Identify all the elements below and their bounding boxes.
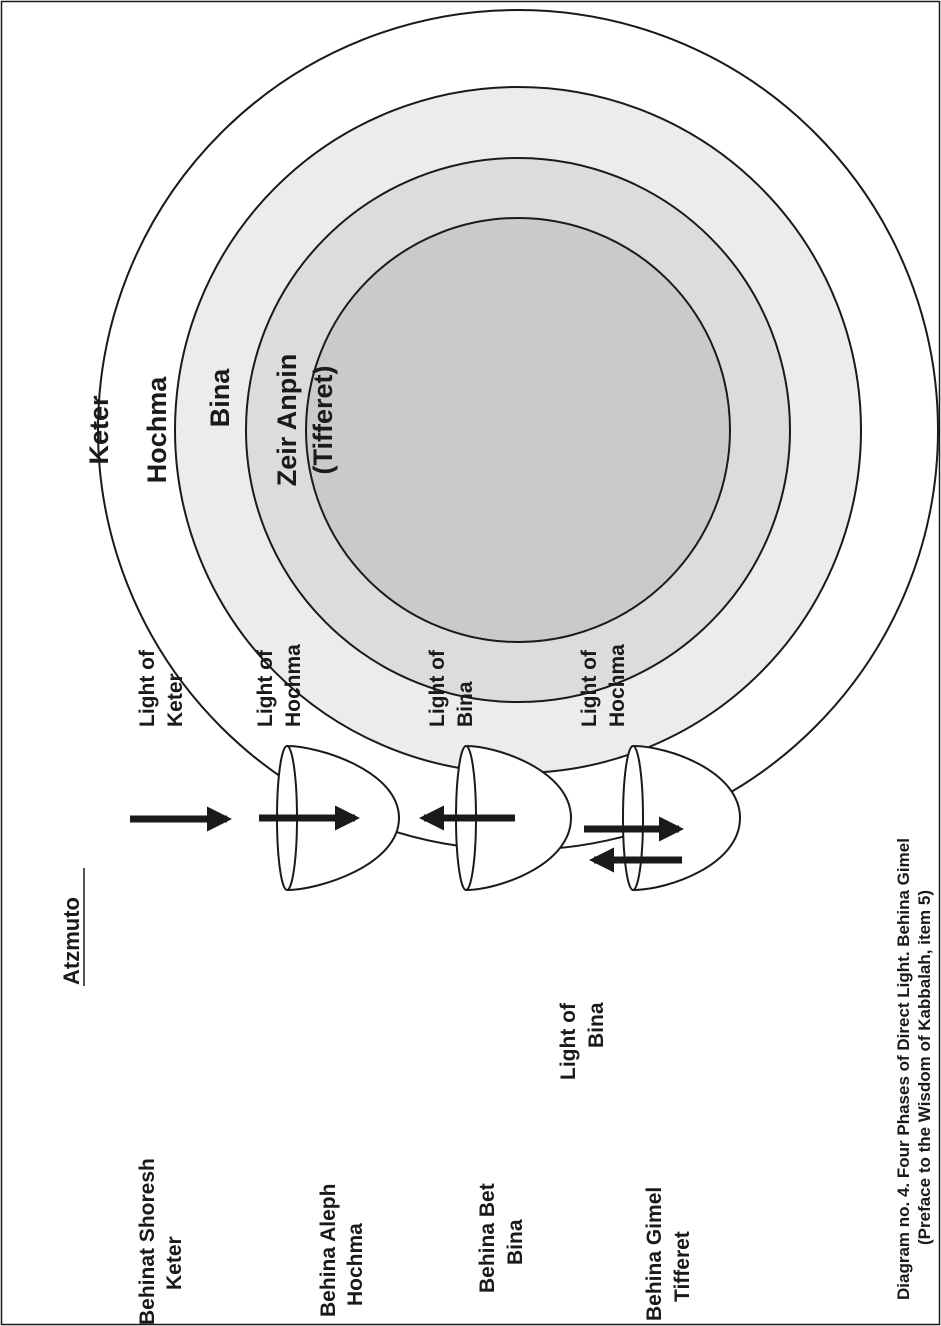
hochma-label: Hochma bbox=[142, 376, 172, 484]
zeir-anpin-circle bbox=[305, 217, 731, 643]
behinat-shoresh-label-2: Keter bbox=[163, 1236, 186, 1290]
behina-gimel-vessel bbox=[622, 745, 742, 891]
light-of-keter-label-1: Light of bbox=[136, 649, 159, 727]
behina-bet-label-2: Bina bbox=[504, 1219, 527, 1265]
caption-line-2: (Preface to the Wisdom of Kabbalah, item… bbox=[915, 890, 934, 1245]
bina-label: Bina bbox=[205, 368, 235, 427]
behina-gimel-label-2: Tifferet bbox=[671, 1231, 694, 1302]
sefirot-circles bbox=[97, 9, 939, 851]
behina-gimel-label-1: Behina Gimel bbox=[643, 1187, 666, 1321]
light-of-bina-label-1: Light of bbox=[426, 649, 449, 727]
behina-aleph-label-2: Hochma bbox=[344, 1223, 367, 1306]
behina-bet-label-1: Behina Bet bbox=[476, 1183, 499, 1293]
atzmuto-label: Atzmuto bbox=[59, 897, 84, 985]
gimel-light-bina-label-2: Bina bbox=[585, 1002, 608, 1048]
gimel-light-hochma-label-2: Hochma bbox=[606, 644, 629, 727]
light-of-hochma-label-2: Hochma bbox=[282, 644, 305, 727]
zeir-anpin-label: Zeir Anpin bbox=[272, 354, 302, 487]
gimel-light-bina-label-1: Light of bbox=[557, 1002, 580, 1080]
gimel-light-hochma-label-1: Light of bbox=[578, 649, 601, 727]
tifferet-label: (Tifferet) bbox=[308, 365, 338, 474]
light-of-keter-label-2: Keter bbox=[164, 673, 187, 727]
light-of-hochma-label-1: Light of bbox=[254, 649, 277, 727]
behina-aleph-label-1: Behina Aleph bbox=[317, 1184, 340, 1317]
light-of-bina-label-2: Bina bbox=[454, 681, 477, 727]
keter-label: Keter bbox=[84, 395, 114, 465]
behinat-shoresh-label-1: Behinat Shoresh bbox=[136, 1158, 159, 1325]
caption-line-1: Diagram no. 4. Four Phases of Direct Lig… bbox=[894, 838, 913, 1300]
